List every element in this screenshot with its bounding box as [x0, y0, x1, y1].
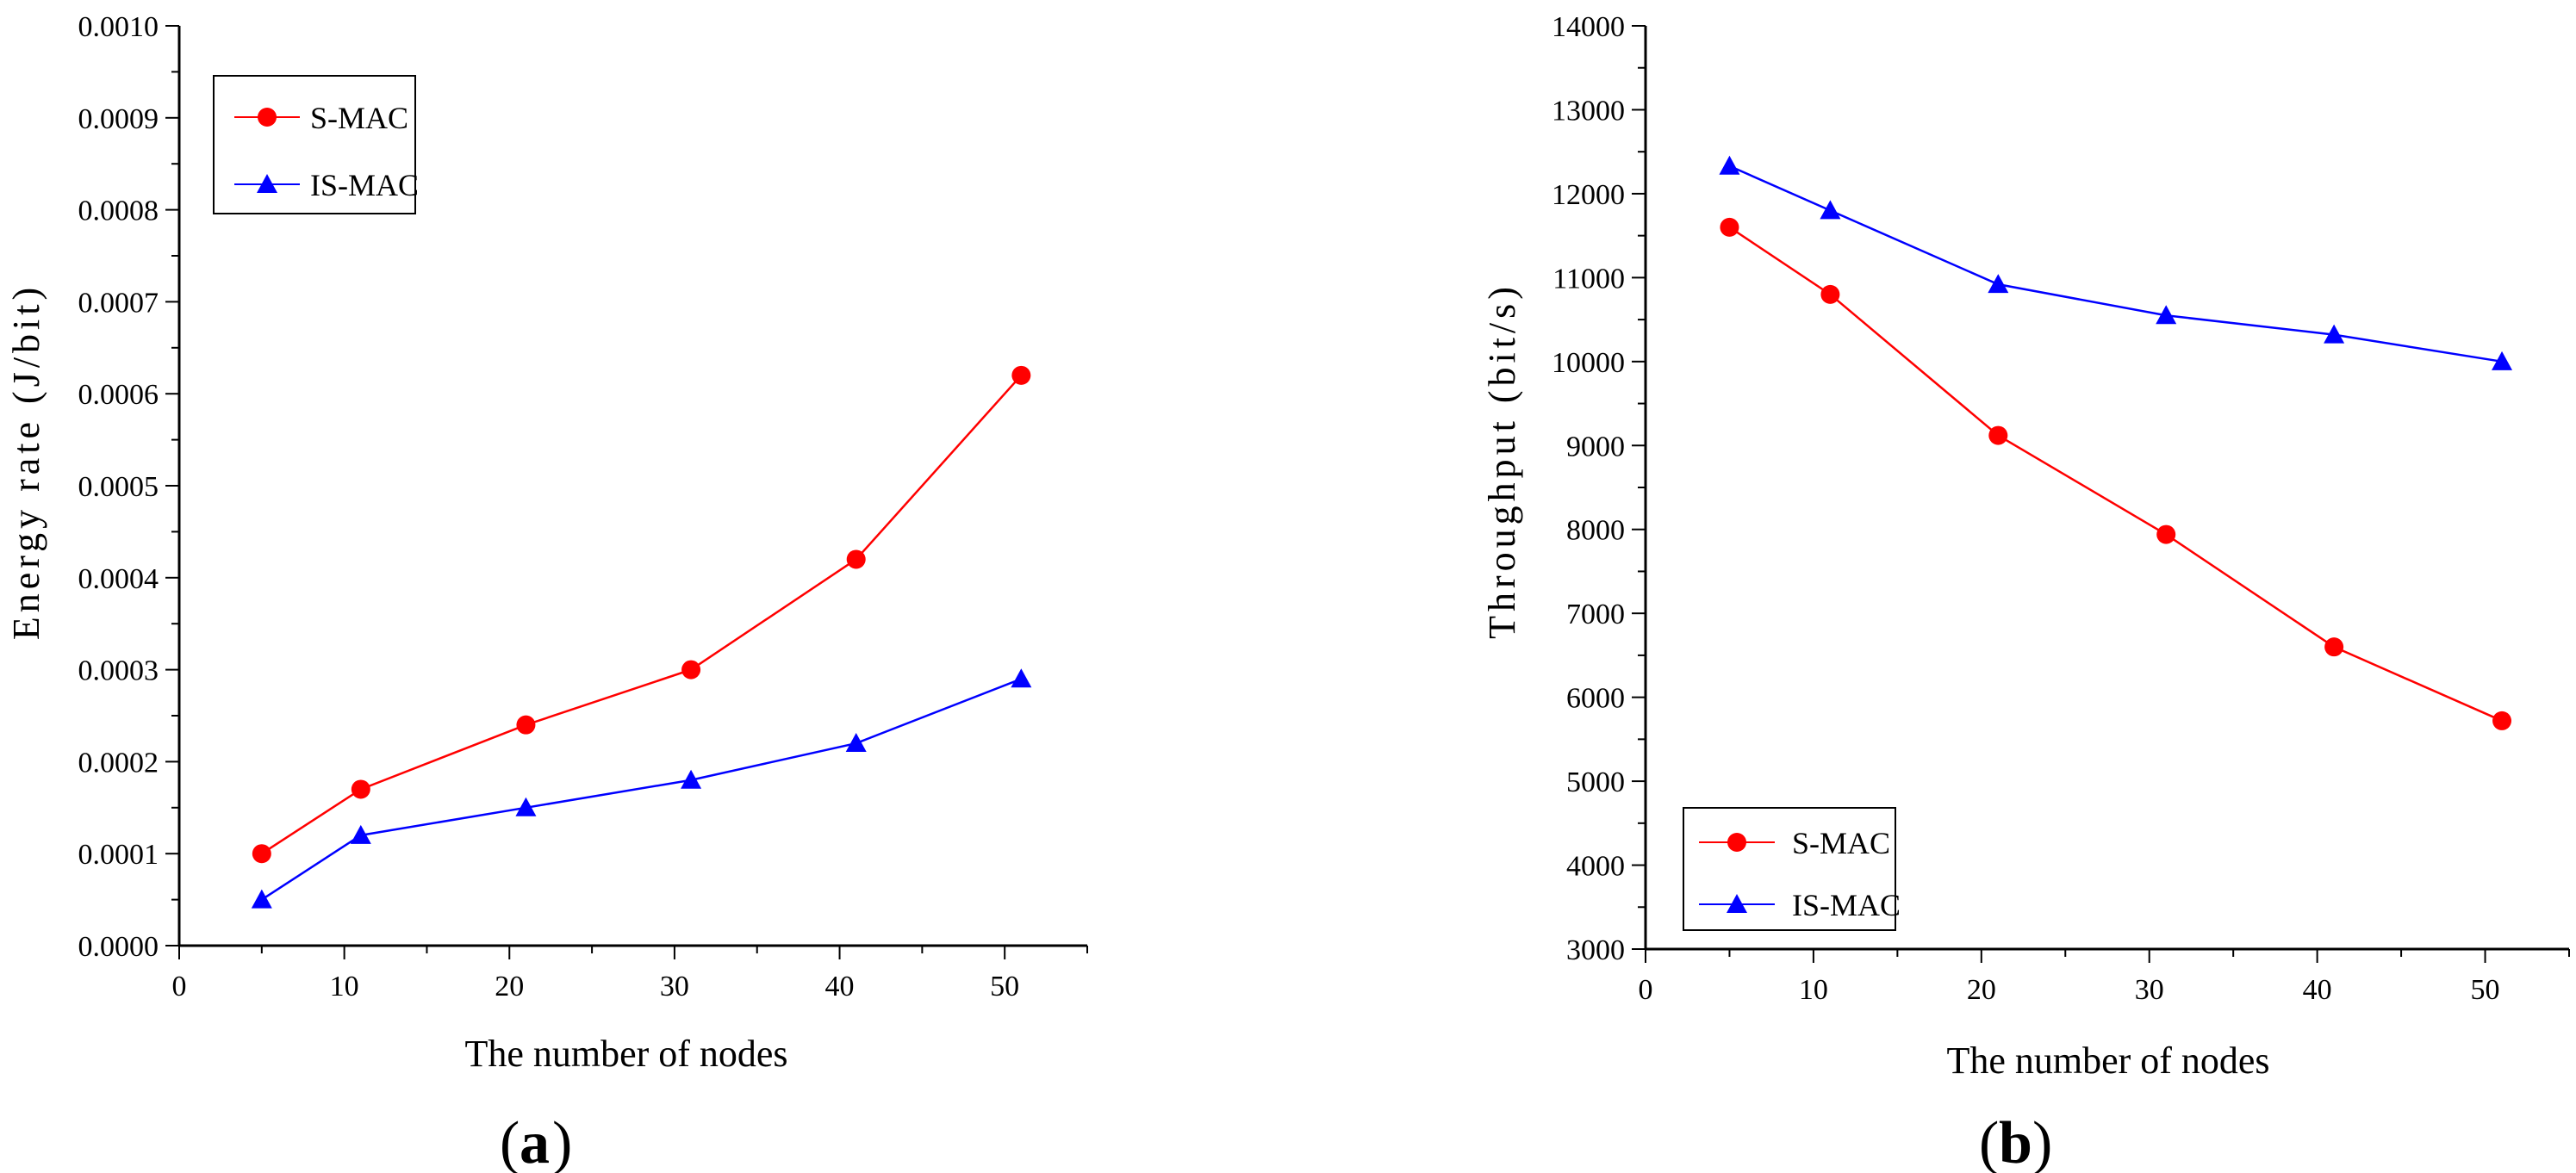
data-point-s-mac [1720, 217, 1739, 237]
legend-box [213, 75, 416, 214]
data-point-is-mac [2156, 305, 2177, 325]
y-tick-label: 0.0000 [78, 931, 159, 963]
y-tick-label: 0.0002 [78, 747, 159, 779]
legend-marker-s-mac [1727, 833, 1746, 852]
data-point-is-mac [845, 733, 867, 753]
data-point-s-mac [351, 779, 370, 799]
data-point-s-mac [681, 660, 701, 680]
data-point-is-mac [2324, 324, 2345, 344]
series-line-s-mac [1728, 226, 2503, 723]
x-tick-label: 0 [1639, 974, 1653, 1006]
data-point-s-mac [2324, 637, 2344, 657]
chart-panel-a: Energy rate (J/bit) The number of nodes … [5, 11, 1088, 1173]
x-tick-label: 50 [2471, 974, 2500, 1006]
y-tick-label: 0.0005 [78, 471, 159, 503]
data-point-is-mac [681, 769, 702, 789]
panel-label-open-paren: ( [1979, 1110, 1999, 1173]
series-line-is-mac [261, 678, 1022, 901]
data-point-s-mac [846, 549, 866, 569]
x-tick-label: 40 [2303, 974, 2332, 1006]
y-tick-label: 12000 [1552, 179, 1625, 211]
y-tick-label: 3000 [1566, 934, 1625, 966]
data-point-is-mac [1988, 274, 2009, 294]
y-tick-label: 7000 [1566, 599, 1625, 630]
x-tick-label: 20 [495, 971, 524, 1002]
y-tick-label: 10000 [1552, 347, 1625, 379]
chart-legend: S-MAC IS-MAC [1683, 807, 1901, 931]
panel-label-open-paren: ( [500, 1110, 520, 1173]
y-tick-label: 0.0008 [78, 196, 159, 227]
y-tick-label: 13000 [1552, 95, 1625, 127]
y-tick-label: 0.0004 [78, 563, 159, 595]
x-tick-label: 30 [2135, 974, 2164, 1006]
x-tick-label: 10 [330, 971, 359, 1002]
panel-label: b [1999, 1110, 2032, 1173]
y-tick-label: 0.0007 [78, 287, 159, 319]
y-tick-label: 8000 [1566, 515, 1625, 547]
x-axis-label: The number of nodes [1946, 1040, 2269, 1082]
data-point-is-mac [350, 824, 371, 844]
data-point-s-mac [1820, 284, 1840, 304]
data-point-is-mac [515, 797, 537, 816]
data-point-is-mac [1011, 668, 1032, 688]
chart-panel-b: Throughput (bit/s) The number of nodes 0… [1481, 11, 2570, 1173]
y-tick-label: 6000 [1566, 683, 1625, 715]
plot-area: 0 10 20 30 40 50 0.0000 0.0001 0.0002 0.0003 0.000… [78, 11, 1088, 1002]
y-tick-label: 11000 [1552, 263, 1625, 295]
data-point-s-mac [252, 844, 271, 864]
data-point-is-mac [2492, 351, 2513, 370]
x-tick-label: 0 [172, 971, 187, 1002]
data-point-s-mac [2156, 524, 2176, 544]
x-tick-label: 10 [1799, 974, 1828, 1006]
y-tick-label: 0.0006 [78, 379, 159, 411]
y-tick-label: 0.0003 [78, 655, 159, 687]
y-tick-label: 0.0009 [78, 103, 159, 135]
legend-marker-is-mac [1727, 894, 1747, 913]
legend-label-s-mac: S-MAC [1792, 826, 1890, 860]
legend-marker-s-mac [258, 108, 277, 127]
y-tick-label: 0.0001 [78, 839, 159, 871]
data-point-s-mac [1988, 425, 2008, 445]
legend-marker-is-mac [257, 174, 277, 193]
y-tick-label: 9000 [1566, 431, 1625, 462]
data-point-s-mac [1011, 365, 1031, 385]
y-tick-label: 4000 [1566, 851, 1625, 883]
data-point-s-mac [516, 715, 536, 735]
x-tick-label: 50 [990, 971, 1019, 1002]
data-point-is-mac [1820, 200, 1841, 220]
series-line-is-mac [1728, 164, 2503, 363]
panel-label: a [520, 1110, 550, 1173]
legend-box [1683, 807, 1896, 931]
panel-label-close-paren: ) [552, 1110, 572, 1173]
data-point-is-mac [1719, 155, 1740, 175]
y-axis-label: Throughput (bit/s) [1481, 282, 1523, 639]
x-tick-label: 30 [660, 971, 689, 1002]
y-axis-label: Energy rate (J/bit) [5, 283, 47, 640]
panel-label-close-paren: ) [2032, 1110, 2052, 1173]
data-point-is-mac [251, 889, 272, 909]
legend-label-is-mac: IS-MAC [310, 168, 419, 202]
x-tick-label: 40 [825, 971, 855, 1002]
plot-area: 0 10 20 30 40 50 3000 4000 5000 6000 7000 8000 9000 1… [1552, 11, 2570, 1006]
y-tick-label: 14000 [1552, 11, 1625, 43]
y-tick-label: 0.0010 [78, 11, 159, 43]
legend-label-s-mac: S-MAC [310, 101, 408, 135]
x-axis-label: The number of nodes [464, 1033, 787, 1075]
series-line-s-mac [261, 375, 1023, 855]
data-point-s-mac [2492, 711, 2512, 730]
y-tick-label: 5000 [1566, 766, 1625, 798]
chart-legend: S-MAC IS-MAC [213, 75, 419, 214]
legend-label-is-mac: IS-MAC [1792, 888, 1901, 922]
x-tick-label: 20 [1967, 974, 1996, 1006]
